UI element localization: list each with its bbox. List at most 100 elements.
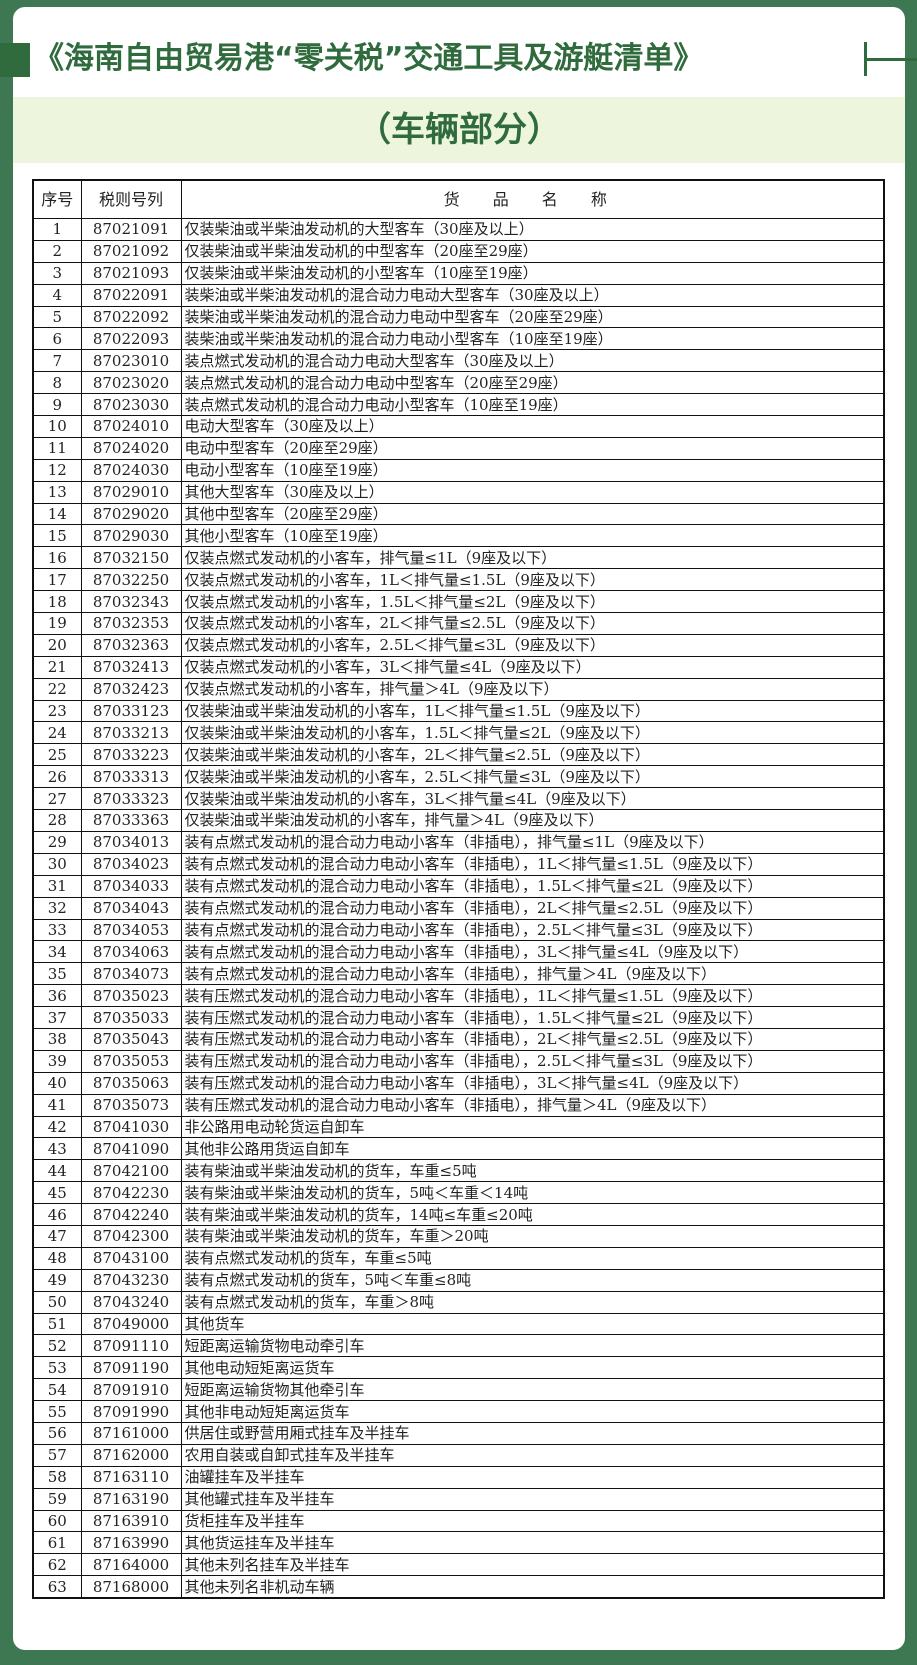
code-cell: 87034073: [80, 962, 182, 986]
table-row: 27 87033323 仅装柴油或半柴油发动机的小客车，3L＜排气量≤4L（9座及以…: [32, 787, 885, 811]
name-cell: 其他小型客车（10座至19座）: [180, 524, 885, 548]
code-cell: 87029030: [80, 524, 182, 548]
name-cell: 装有压燃式发动机的混合动力电动小客车（非插电），1L＜排气量≤1.5L（9座及以…: [180, 984, 885, 1008]
code-cell: 87033123: [80, 699, 182, 723]
name-cell: 装有点燃式发动机的混合动力电动小客车（非插电），2L＜排气量≤2.5L（9座及以…: [180, 896, 885, 920]
code-cell: 87091190: [80, 1356, 182, 1380]
table-row: 20 87032363 仅装点燃式发动机的小客车，2.5L＜排气量≤3L（9座及以下…: [32, 633, 885, 657]
name-cell: 其他货运挂车及半挂车: [180, 1531, 885, 1555]
name-cell: 其他未列名非机动车辆: [180, 1575, 885, 1599]
seq-cell: 13: [32, 480, 82, 504]
code-cell: 87168000: [80, 1575, 182, 1599]
code-cell: 87023030: [80, 393, 182, 417]
code-cell: 87021092: [80, 239, 182, 263]
name-cell: 电动中型客车（20座至29座）: [180, 436, 885, 460]
seq-cell: 50: [32, 1290, 82, 1314]
code-cell: 87035063: [80, 1071, 182, 1095]
table-row: 26 87033313 仅装柴油或半柴油发动机的小客车，2.5L＜排气量≤3L（9座…: [32, 765, 885, 789]
seq-cell: 44: [32, 1159, 82, 1183]
code-cell: 87042240: [80, 1203, 182, 1226]
seq-cell: 45: [32, 1181, 82, 1205]
table-row: 10 87024010 电动大型客车（30座及以上）: [32, 415, 885, 438]
seq-cell: 25: [32, 743, 82, 767]
title-accent-bar: [864, 42, 867, 76]
table-row: 40 87035063 装有压燃式发动机的混合动力电动小客车（非插电），3L＜排气量…: [32, 1071, 885, 1095]
title-accent-line: [867, 58, 917, 61]
code-cell: 87033323: [80, 787, 182, 811]
name-cell: 其他非电动短矩离运货车: [180, 1400, 885, 1423]
table-row: 1 87021091 仅装柴油或半柴油发动机的大型客车（30座及以上）: [32, 218, 885, 241]
code-cell: 87091990: [80, 1400, 182, 1423]
name-cell: 其他电动短矩离运货车: [180, 1356, 885, 1380]
code-cell: 87034023: [80, 852, 182, 876]
code-cell: 87042100: [80, 1159, 182, 1183]
table-header-row: 序号 税则号列 货 品 名 称: [32, 179, 885, 219]
code-cell: 87049000: [80, 1312, 182, 1336]
code-cell: 87035023: [80, 984, 182, 1008]
table-row: 52 87091110 短距离运输货物电动牵引车: [32, 1334, 885, 1358]
seq-cell: 37: [32, 1006, 82, 1029]
name-cell: 仅装点燃式发动机的小客车，1L＜排气量≤1.5L（9座及以下）: [180, 568, 885, 592]
seq-cell: 47: [32, 1224, 82, 1248]
seq-cell: 42: [32, 1115, 82, 1139]
code-cell: 87021091: [80, 218, 182, 241]
seq-cell: 32: [32, 896, 82, 920]
name-cell: 仅装柴油或半柴油发动机的小客车，1L＜排气量≤1.5L（9座及以下）: [180, 699, 885, 723]
table-row: 55 87091990 其他非电动短矩离运货车: [32, 1400, 885, 1423]
seq-cell: 26: [32, 765, 82, 789]
tariff-table: 序号 税则号列 货 品 名 称 1 87021091 仅装柴油或半柴油发动机的大型客…: [32, 179, 885, 1600]
name-cell: 仅装点燃式发动机的小客车，3L＜排气量≤4L（9座及以下）: [180, 655, 885, 679]
name-cell: 装点燃式发动机的混合动力电动小型客车（10座至19座）: [180, 393, 885, 417]
seq-cell: 30: [32, 852, 82, 876]
seq-cell: 14: [32, 502, 82, 526]
table-row: 17 87032250 仅装点燃式发动机的小客车，1L＜排气量≤1.5L（9座及以下…: [32, 568, 885, 592]
seq-cell: 36: [32, 984, 82, 1008]
name-cell: 装有柴油或半柴油发动机的货车，14吨≤车重≤20吨: [180, 1203, 885, 1226]
table-row: 58 87163110 油罐挂车及半挂车: [32, 1465, 885, 1489]
table-row: 39 87035053 装有压燃式发动机的混合动力电动小客车（非插电），2.5L＜排…: [32, 1049, 885, 1073]
seq-cell: 43: [32, 1137, 82, 1161]
seq-cell: 40: [32, 1071, 82, 1095]
seq-cell: 53: [32, 1356, 82, 1380]
name-cell: 装有点燃式发动机的混合动力电动小客车（非插电），排气量≤1L（9座及以下）: [180, 830, 885, 854]
table-row: 4 87022091 装柴油或半柴油发动机的混合动力电动大型客车（30座及以上）: [32, 283, 885, 307]
code-cell: 87033213: [80, 721, 182, 745]
name-cell: 装有点燃式发动机的混合动力电动小客车（非插电），2.5L＜排气量≤3L（9座及以…: [180, 918, 885, 942]
seq-cell: 29: [32, 830, 82, 854]
seq-cell: 31: [32, 874, 82, 898]
code-cell: 87041030: [80, 1115, 182, 1139]
name-cell: 其他非公路用货运自卸车: [180, 1137, 885, 1161]
table-row: 61 87163990 其他货运挂车及半挂车: [32, 1531, 885, 1555]
name-cell: 装有点燃式发动机的混合动力电动小客车（非插电），1L＜排气量≤1.5L（9座及以…: [180, 852, 885, 876]
seq-cell: 22: [32, 677, 82, 701]
table-row: 38 87035043 装有压燃式发动机的混合动力电动小客车（非插电），2L＜排气量…: [32, 1027, 885, 1051]
seq-cell: 46: [32, 1203, 82, 1226]
code-cell: 87161000: [80, 1421, 182, 1445]
code-cell: 87042230: [80, 1181, 182, 1205]
table-row: 49 87043230 装有点燃式发动机的货车，5吨＜车重≤8吨: [32, 1268, 885, 1292]
seq-cell: 58: [32, 1465, 82, 1489]
table-row: 24 87033213 仅装柴油或半柴油发动机的小客车，1.5L＜排气量≤2L（9座…: [32, 721, 885, 745]
name-cell: 仅装点燃式发动机的小客车，2L＜排气量≤2.5L（9座及以下）: [180, 612, 885, 635]
table-row: 29 87034013 装有点燃式发动机的混合动力电动小客车（非插电），排气量≤1L…: [32, 830, 885, 854]
name-cell: 装有点燃式发动机的混合动力电动小客车（非插电），3L＜排气量≤4L（9座及以下）: [180, 940, 885, 964]
name-cell: 装有点燃式发动机的货车，5吨＜车重≤8吨: [180, 1268, 885, 1292]
table-row: 30 87034023 装有点燃式发动机的混合动力电动小客车（非插电），1L＜排气量…: [32, 852, 885, 876]
name-cell: 其他未列名挂车及半挂车: [180, 1553, 885, 1577]
seq-cell: 34: [32, 940, 82, 964]
name-cell: 仅装柴油或半柴油发动机的小客车，3L＜排气量≤4L（9座及以下）: [180, 787, 885, 811]
name-cell: 仅装柴油或半柴油发动机的小型客车（10座至19座）: [180, 261, 885, 285]
table-row: 28 87033363 仅装柴油或半柴油发动机的小客车，排气量＞4L（9座及以下）: [32, 809, 885, 832]
table-row: 5 87022092 装柴油或半柴油发动机的混合动力电动中型客车（20座至29座）: [32, 305, 885, 329]
seq-cell: 59: [32, 1487, 82, 1511]
seq-cell: 3: [32, 261, 82, 285]
table-row: 9 87023030 装点燃式发动机的混合动力电动小型客车（10座至19座）: [32, 393, 885, 417]
code-cell: 87043100: [80, 1246, 182, 1270]
seq-cell: 2: [32, 239, 82, 263]
table-row: 36 87035023 装有压燃式发动机的混合动力电动小客车（非插电），1L＜排气量…: [32, 984, 885, 1008]
header-seq: 序号: [32, 179, 82, 219]
table-row: 59 87163190 其他罐式挂车及半挂车: [32, 1487, 885, 1511]
table-row: 13 87029010 其他大型客车（30座及以上）: [32, 480, 885, 504]
code-cell: 87021093: [80, 261, 182, 285]
seq-cell: 6: [32, 327, 82, 351]
